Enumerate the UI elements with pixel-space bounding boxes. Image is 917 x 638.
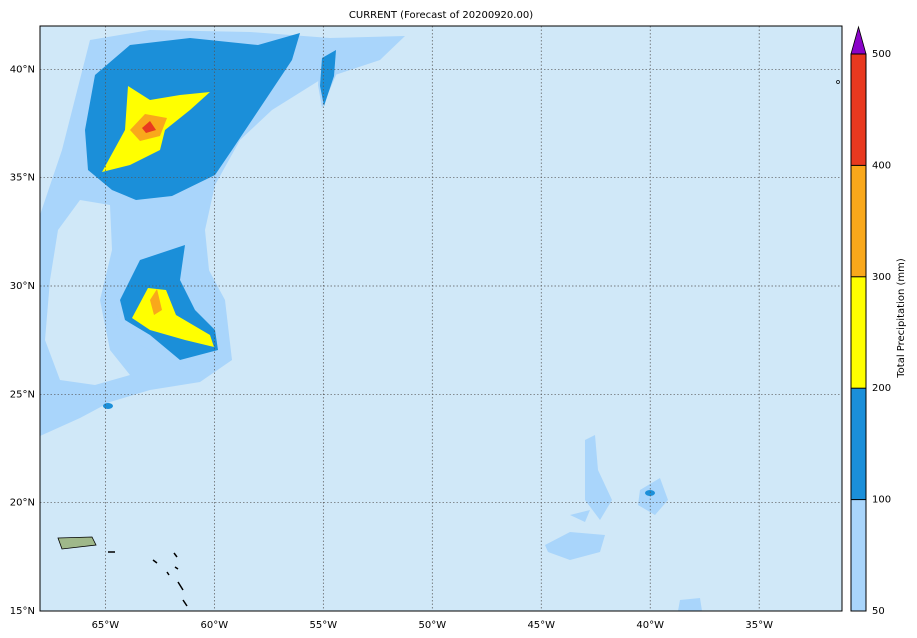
colorbar-tick-label: 200 bbox=[872, 383, 891, 394]
precip-contours bbox=[40, 30, 702, 611]
map-title: CURRENT (Forecast of 20200920.00) bbox=[349, 10, 533, 21]
colorbar-segment bbox=[851, 276, 866, 389]
heavy-region bbox=[103, 403, 113, 409]
island bbox=[57, 536, 97, 550]
lon-tick-label: 35°W bbox=[745, 620, 773, 631]
red-region bbox=[142, 121, 156, 133]
colorbar: 50 100 200 300 400 500 bbox=[850, 25, 891, 617]
graticule: 65°W 60°W 55°W 50°W 45°W 40°W 35°W 15°N 20°N 25°N… bbox=[10, 26, 842, 631]
lon-tick-label: 60°W bbox=[201, 620, 229, 631]
colorbar-segment bbox=[851, 165, 866, 277]
colorbar-label: Total Precipitation (mm) bbox=[896, 258, 907, 379]
gap bbox=[45, 200, 130, 385]
map-frame bbox=[39, 25, 843, 612]
lat-tick-label: 15°N bbox=[10, 606, 35, 617]
orange-region bbox=[150, 289, 162, 315]
colorbar-segment bbox=[851, 54, 866, 166]
lat-tick-label: 40°N bbox=[10, 64, 35, 75]
lat-tick-label: 30°N bbox=[10, 281, 35, 292]
islands bbox=[108, 551, 188, 607]
colorbar-extend bbox=[850, 25, 867, 55]
lat-tick-label: 20°N bbox=[10, 498, 35, 509]
lon-tick-label: 65°W bbox=[92, 620, 120, 631]
colorbar-tick-label: 300 bbox=[872, 272, 891, 283]
heavy-region bbox=[320, 50, 336, 106]
lon-tick-label: 45°W bbox=[527, 620, 555, 631]
lat-tick-label: 25°N bbox=[10, 389, 35, 400]
colorbar-tick-label: 500 bbox=[872, 49, 891, 60]
lon-tick-label: 50°W bbox=[418, 620, 446, 631]
island bbox=[836, 80, 840, 84]
lon-tick-label: 55°W bbox=[310, 620, 338, 631]
colorbar-segment bbox=[851, 388, 866, 500]
colorbar-tick-label: 50 bbox=[872, 606, 885, 617]
land bbox=[57, 80, 840, 607]
colorbar-segment bbox=[851, 499, 866, 611]
colorbar-tick-label: 100 bbox=[872, 495, 891, 506]
lon-tick-label: 40°W bbox=[636, 620, 664, 631]
colorbar-tick-label: 400 bbox=[872, 160, 891, 171]
lat-tick-label: 35°N bbox=[10, 173, 35, 184]
